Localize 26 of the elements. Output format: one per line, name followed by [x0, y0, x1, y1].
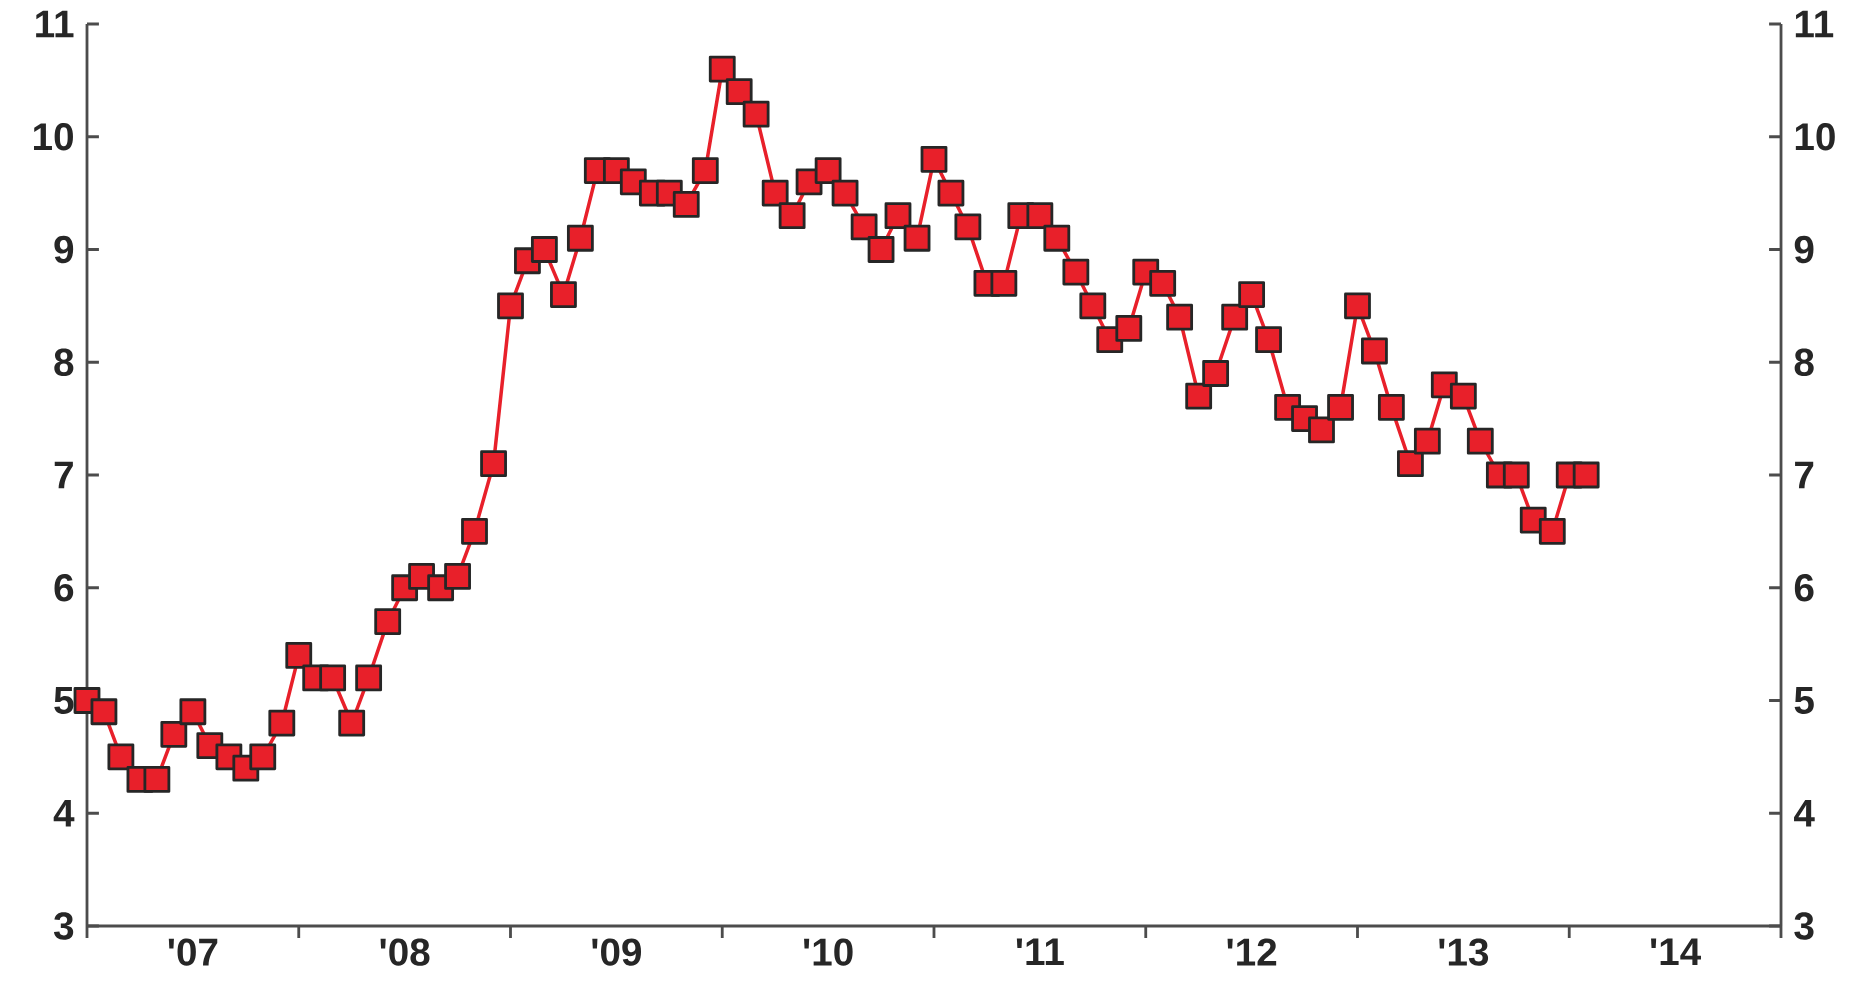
y-tick-label: 11 [36, 10, 74, 38]
y-tick-label: 9 [54, 235, 74, 264]
y2-tick-label: 3 [1794, 912, 1814, 940]
y-tick-label: 7 [54, 461, 73, 489]
y2-tick-label: 9 [1794, 235, 1814, 264]
y-tick-label: 8 [54, 348, 74, 376]
y2-tick-label: 4 [1794, 799, 1815, 827]
x-tick-label: '09 [592, 938, 642, 966]
y2-tick-label: 7 [1795, 461, 1814, 489]
y-tick-label: 4 [53, 799, 75, 827]
y2-tick-label: 11 [1795, 10, 1834, 38]
x-tick-label: '11 [1016, 938, 1064, 965]
y-tick-label: 3 [53, 912, 74, 940]
x-tick-label: '13 [1439, 938, 1489, 966]
y-tick-label: 10 [34, 123, 73, 151]
x-tick-label: '12 [1227, 938, 1277, 966]
x-tick-label: '10 [804, 938, 853, 966]
y-tick-label: 5 [54, 687, 74, 714]
y2-tick-label: 10 [1795, 123, 1835, 151]
x-tick-label: '14 [1651, 938, 1701, 965]
y2-tick-label: 8 [1794, 348, 1814, 376]
y-tick-label: 6 [54, 574, 74, 602]
y2-tick-label: 6 [1794, 574, 1814, 602]
x-tick-label: '08 [380, 938, 430, 966]
x-tick-label: '07 [168, 938, 218, 966]
y2-tick-label: 5 [1794, 687, 1814, 714]
